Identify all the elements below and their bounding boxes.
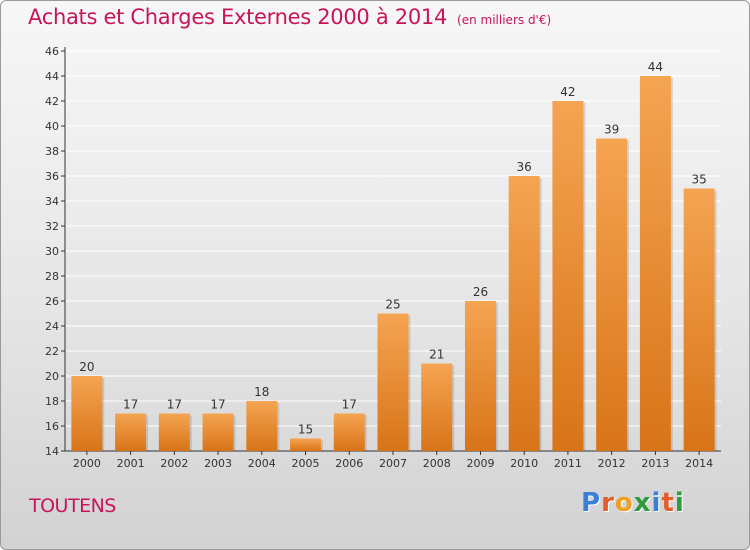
bar xyxy=(71,376,103,451)
x-tick-label: 2001 xyxy=(117,457,145,470)
y-tick-label: 42 xyxy=(45,95,59,108)
x-tick-label: 2004 xyxy=(248,457,276,470)
y-tick-label: 16 xyxy=(45,420,59,433)
y-tick-label: 34 xyxy=(45,195,59,208)
data-label: 17 xyxy=(167,398,182,412)
x-tick-label: 2014 xyxy=(685,457,713,470)
chart-title-text: Achats et Charges Externes 2000 à 2014 xyxy=(28,5,448,29)
logo-letter: o xyxy=(614,488,634,518)
logo-letter: P xyxy=(581,488,602,518)
bar xyxy=(464,301,496,451)
x-tick-label: 2002 xyxy=(160,457,188,470)
y-tick-label: 22 xyxy=(45,345,59,358)
data-label: 42 xyxy=(560,85,575,99)
data-label: 17 xyxy=(210,398,225,412)
data-label: 36 xyxy=(517,160,532,174)
bar xyxy=(333,413,365,451)
logo-letter: i xyxy=(651,488,662,518)
y-tick-label: 14 xyxy=(45,445,59,458)
bar xyxy=(683,188,715,451)
data-label: 17 xyxy=(123,398,138,412)
bar xyxy=(377,313,409,451)
logo-letter: r xyxy=(601,488,615,518)
y-tick-label: 38 xyxy=(45,145,59,158)
chart-title: Achats et Charges Externes 2000 à 2014 (e… xyxy=(28,5,551,29)
y-tick-label: 44 xyxy=(45,70,59,83)
y-tick-label: 46 xyxy=(45,45,59,58)
bar xyxy=(290,438,322,451)
bar xyxy=(508,176,540,451)
bar xyxy=(639,76,671,451)
x-tick-label: 2011 xyxy=(554,457,582,470)
data-label: 15 xyxy=(298,423,313,437)
data-label: 17 xyxy=(342,398,357,412)
y-tick-label: 28 xyxy=(45,270,59,283)
y-tick-label: 40 xyxy=(45,120,59,133)
logo-letter: i xyxy=(674,488,685,518)
x-tick-label: 2005 xyxy=(292,457,320,470)
bar xyxy=(158,413,190,451)
unit-note: (en milliers d'€) xyxy=(457,13,552,27)
data-label: 18 xyxy=(254,385,269,399)
bar xyxy=(552,101,584,451)
logo-letter: x xyxy=(633,488,652,518)
bar xyxy=(115,413,147,451)
x-tick-label: 2010 xyxy=(510,457,538,470)
x-tick-label: 2012 xyxy=(598,457,626,470)
x-tick-label: 2000 xyxy=(73,457,101,470)
y-tick-label: 26 xyxy=(45,295,59,308)
x-tick-label: 2006 xyxy=(335,457,363,470)
x-tick-label: 2008 xyxy=(423,457,451,470)
bar xyxy=(421,363,453,451)
x-tick-label: 2013 xyxy=(641,457,669,470)
y-tick-label: 20 xyxy=(45,370,59,383)
x-tick-label: 2007 xyxy=(379,457,407,470)
x-tick-label: 2003 xyxy=(204,457,232,470)
y-tick-label: 30 xyxy=(45,245,59,258)
place-name: TOUTENS xyxy=(29,495,116,517)
bar xyxy=(596,138,628,451)
data-label: 44 xyxy=(648,60,663,74)
bar xyxy=(246,401,278,451)
y-tick-label: 18 xyxy=(45,395,59,408)
data-label: 26 xyxy=(473,285,488,299)
data-label: 25 xyxy=(385,298,400,312)
data-label: 39 xyxy=(604,123,619,137)
proxiti-logo: Proxiti xyxy=(581,488,685,518)
y-tick-label: 36 xyxy=(45,170,59,183)
data-label: 35 xyxy=(691,173,706,187)
data-label: 20 xyxy=(79,360,94,374)
y-tick-label: 32 xyxy=(45,220,59,233)
bar xyxy=(202,413,234,451)
logo-letter: t xyxy=(661,488,675,518)
x-tick-label: 2009 xyxy=(466,457,494,470)
data-label: 21 xyxy=(429,348,444,362)
y-tick-label: 24 xyxy=(45,320,59,333)
